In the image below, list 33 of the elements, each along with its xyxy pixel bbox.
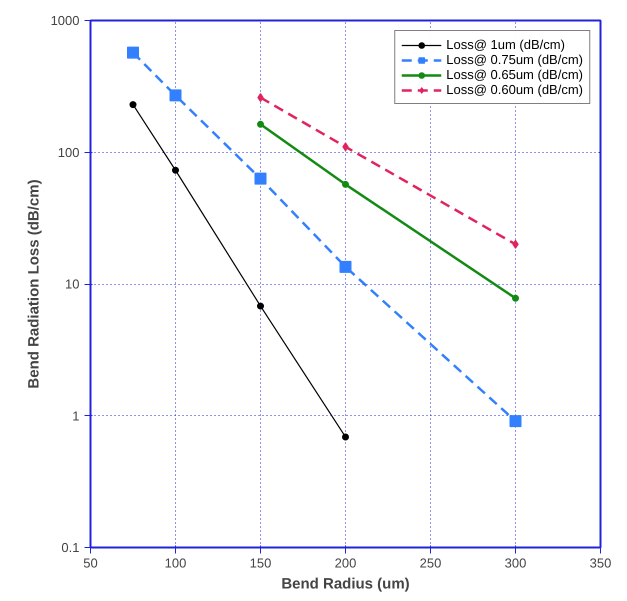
x-tick-label: 200 (334, 556, 356, 570)
point (257, 93, 264, 102)
x-tick-label: 50 (83, 556, 98, 570)
point (340, 260, 352, 273)
x-tick-label: 150 (250, 556, 272, 570)
y-tick-label: 100 (58, 144, 80, 160)
legend-label: Loss@ 0.75um (dB/cm) (446, 52, 583, 67)
point (512, 294, 519, 302)
legend-label: Loss@ 1um (dB/cm) (446, 37, 565, 52)
point (254, 172, 266, 185)
x-tick-label: 350 (590, 556, 612, 570)
x-tick-label: 300 (504, 556, 526, 570)
point (342, 433, 349, 440)
point (172, 166, 179, 174)
y-tick-label: 10 (65, 276, 80, 292)
y-tick-label: 0.1 (61, 540, 80, 555)
x-axis-title: Bend Radius (um) (281, 576, 410, 592)
point (257, 302, 264, 310)
legend-label: Loss@ 0.65um (dB/cm) (446, 67, 583, 82)
point (127, 46, 139, 59)
x-tick-label: 250 (420, 556, 442, 570)
x-tick-label: 100 (164, 556, 186, 570)
y-axis-title: Bend Radiation Loss (dB/cm) (26, 179, 43, 389)
point (342, 180, 349, 188)
point (130, 101, 136, 108)
point (510, 415, 522, 428)
y-tick-label: 1 (72, 408, 80, 424)
point (342, 142, 349, 152)
point (512, 240, 519, 249)
point (170, 89, 182, 102)
point (257, 120, 264, 128)
legend-label: Loss@ 0.60um (dB/cm) (446, 82, 583, 97)
y-tick-label: 1000 (50, 13, 80, 28)
